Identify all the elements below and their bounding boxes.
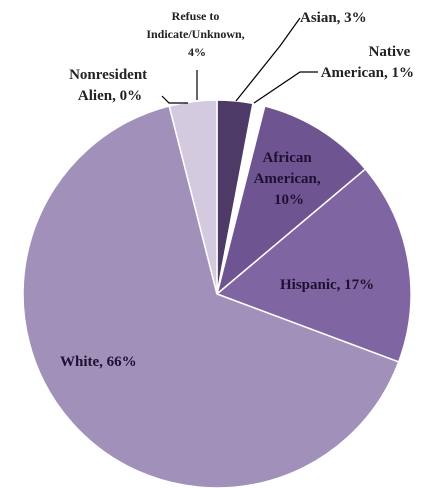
pie-slice-refuse-to-indicate-unknown bbox=[168, 99, 218, 295]
label-african-american: African American, 10% bbox=[254, 150, 325, 208]
pie-slice-white bbox=[22, 105, 400, 488]
label-refuse: Refuse to Indicate/Unknown, 4% bbox=[146, 9, 247, 59]
label-nonresident-alien: Nonresident Alien, 0% bbox=[69, 67, 151, 104]
leader-line-native-american bbox=[253, 71, 318, 104]
slice-labels: Refuse to Indicate/Unknown, 4% Asian, 3%… bbox=[60, 9, 414, 370]
label-white: White, 66% bbox=[60, 354, 137, 370]
pie-slice-african-american bbox=[215, 105, 367, 297]
pie-slices bbox=[22, 99, 412, 488]
label-asian: Asian, 3% bbox=[300, 10, 367, 26]
leader-lines bbox=[161, 17, 318, 104]
label-hispanic: Hispanic, 17% bbox=[280, 277, 374, 293]
pie-slice-hispanic bbox=[215, 167, 412, 363]
leader-line-nonresident-alien bbox=[161, 95, 188, 104]
leader-line-asian bbox=[235, 17, 301, 102]
label-native-american: Native American, 1% bbox=[321, 44, 414, 81]
